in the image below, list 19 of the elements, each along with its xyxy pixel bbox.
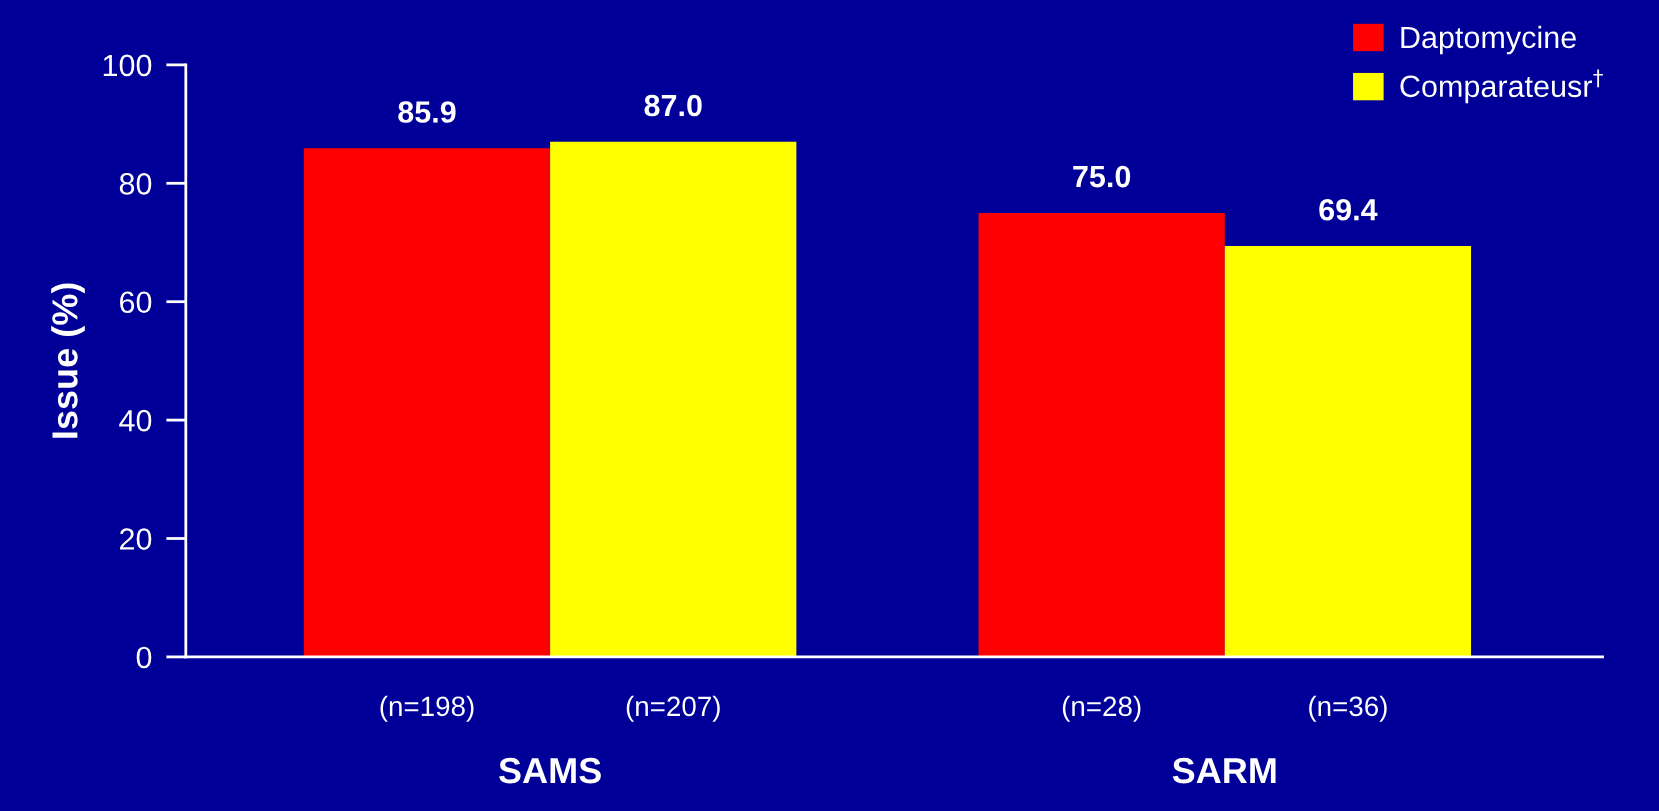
data-label: 75.0	[1073, 165, 1131, 188]
data-label: 87.0	[644, 94, 702, 117]
y-tick-label: 60	[120, 291, 152, 314]
text: (n=207)	[626, 695, 720, 722]
y-tick-label: 40	[119, 409, 152, 432]
text: (n=36)	[1309, 695, 1387, 722]
y-tick-label: 0	[136, 646, 152, 669]
y-axis-title: Issue (%)	[51, 283, 85, 438]
y-tick-label: 20	[120, 528, 152, 550]
data-label: 85.9	[398, 101, 456, 123]
y-tick-label: 100	[103, 54, 152, 77]
data-label: 69.4	[1319, 198, 1378, 221]
legend-label: Comparateusr$^{†}$	[1400, 69, 1603, 104]
y-tick-label: 80	[119, 173, 152, 195]
text: (n=198)	[380, 695, 474, 722]
text: (n=28)	[1062, 695, 1141, 722]
x-tick-label: SARM	[1172, 757, 1276, 784]
x-tick-label: SAMS	[499, 757, 601, 784]
legend-label: Daptomycine	[1401, 25, 1576, 55]
